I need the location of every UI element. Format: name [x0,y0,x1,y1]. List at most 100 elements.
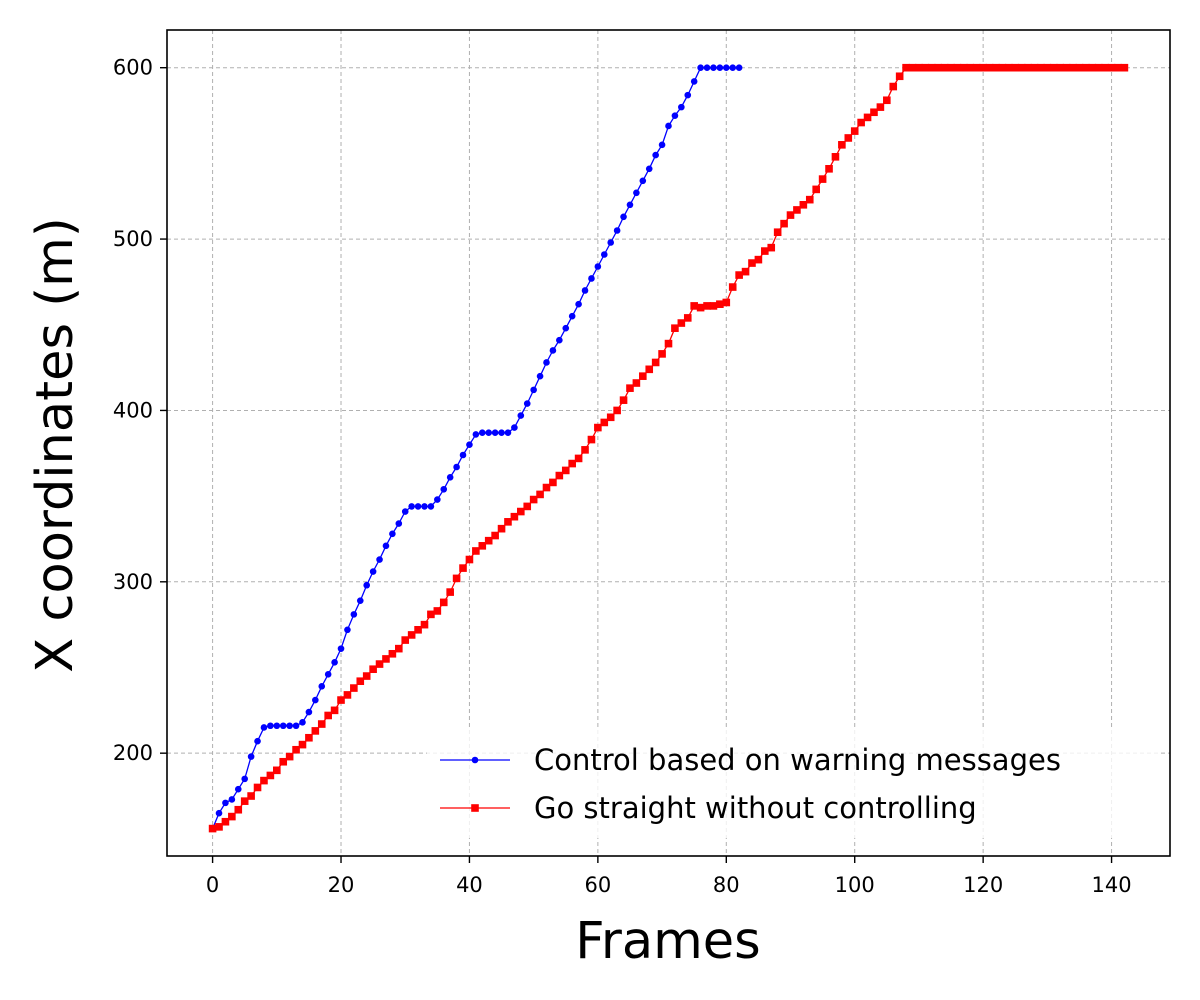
series-2-point [812,185,820,194]
series-2-point [619,396,628,404]
series-2-point [703,302,711,310]
series-2-point [613,406,621,415]
series-2-point [215,823,223,831]
series-1-point [722,64,730,72]
series-1-point [504,429,512,437]
series-2-point [850,127,859,135]
series-1-point [652,151,659,159]
series-2-point [388,649,397,658]
series-1-point [697,64,704,72]
series-2-point [998,63,1007,72]
series-2-point [311,727,320,735]
series-2-point [369,665,377,674]
series-1-point [273,722,281,730]
series-2-point [305,733,313,742]
series-1-point [260,724,268,731]
series-1-point [324,671,332,678]
series-1-point [427,503,435,510]
series-1-point [735,64,743,72]
legend-entries: Control based on warning messages Go stra… [440,743,1061,825]
series-1-point [414,503,422,510]
series-1-point [350,611,358,618]
y-tick-label: 200 [113,741,153,765]
series-2-point [484,536,493,545]
series-1-point [498,429,505,437]
series-2-point [298,740,307,749]
series-2-point [491,531,499,540]
series-1-point [478,429,486,437]
series-1-point [234,785,242,793]
series-2-point [709,302,718,310]
series-2-point [330,706,339,715]
series-2-point [767,243,776,252]
series-1-point [228,796,236,803]
series-2-point [645,365,654,374]
series-1-point [337,645,345,652]
series-1-point [408,503,415,510]
series-2-point [529,495,538,504]
series-1-point [549,347,557,354]
series-2-point [581,446,589,454]
series-2-point [1075,63,1084,72]
series-2-point [953,63,962,72]
series-2-point [240,797,249,805]
series-2-point [420,620,429,629]
series-2-point [439,598,448,607]
series-2-point [568,459,576,468]
series-2-point [831,153,840,161]
series-2-point [773,228,782,237]
y-tick-label: 300 [113,570,153,594]
series-2-point [208,824,217,833]
y-axis-label: X coordinates (m) [26,217,85,672]
series-2-point [606,413,615,422]
series-1-point [530,386,537,394]
series-2-point [574,454,583,463]
series-1-point [729,64,737,72]
series-2-point [825,165,833,173]
x-tick-label: 20 [328,873,355,897]
series-2-point [927,63,936,72]
series-2-point [433,607,442,615]
series-2-point [395,644,403,653]
series-1-point [491,429,499,437]
series-1-point [543,359,550,366]
series-1-point [485,429,493,437]
series-2-point [818,175,827,183]
series-2-point [401,636,410,644]
legend: Control based on warning messages Go stra… [427,730,1158,838]
series-1-point [678,103,685,111]
series-2-point [555,471,564,480]
series-2-point [639,372,647,380]
series-2-point [716,300,724,308]
series-2-point [1043,63,1052,72]
series-2-point [979,63,987,72]
series-1-point [575,300,582,308]
series-2-point [940,63,949,72]
series-1-point [588,275,595,282]
series-2-point [741,267,750,276]
series-2-point [748,259,756,267]
series-1-point [511,424,518,431]
series-1-point [703,64,711,72]
series-1-point [626,201,634,209]
series-1-point [613,227,621,234]
series-2-point [696,303,705,312]
x-axis-label: Frames [575,912,760,971]
series-1-point [684,91,692,99]
series-2-point [356,677,365,686]
series-2-point [805,195,814,204]
x-tick-label: 100 [835,873,875,897]
series-2-point [362,672,371,680]
series-2-point [992,63,1000,72]
series-1-point [222,799,229,807]
series-1-point [247,753,255,760]
axis-ticks: 0 20 40 60 80 100 120 140 200 300 400 500 600 [113,56,1132,897]
series-1-point [286,722,293,730]
legend-label: Go straight without controlling [534,791,977,825]
series-2-point [870,108,878,117]
series-2-point [292,745,300,754]
series-1-point [382,542,390,550]
series-1-point [562,324,570,332]
series-2-point [754,255,763,264]
series-1-point [312,696,319,704]
